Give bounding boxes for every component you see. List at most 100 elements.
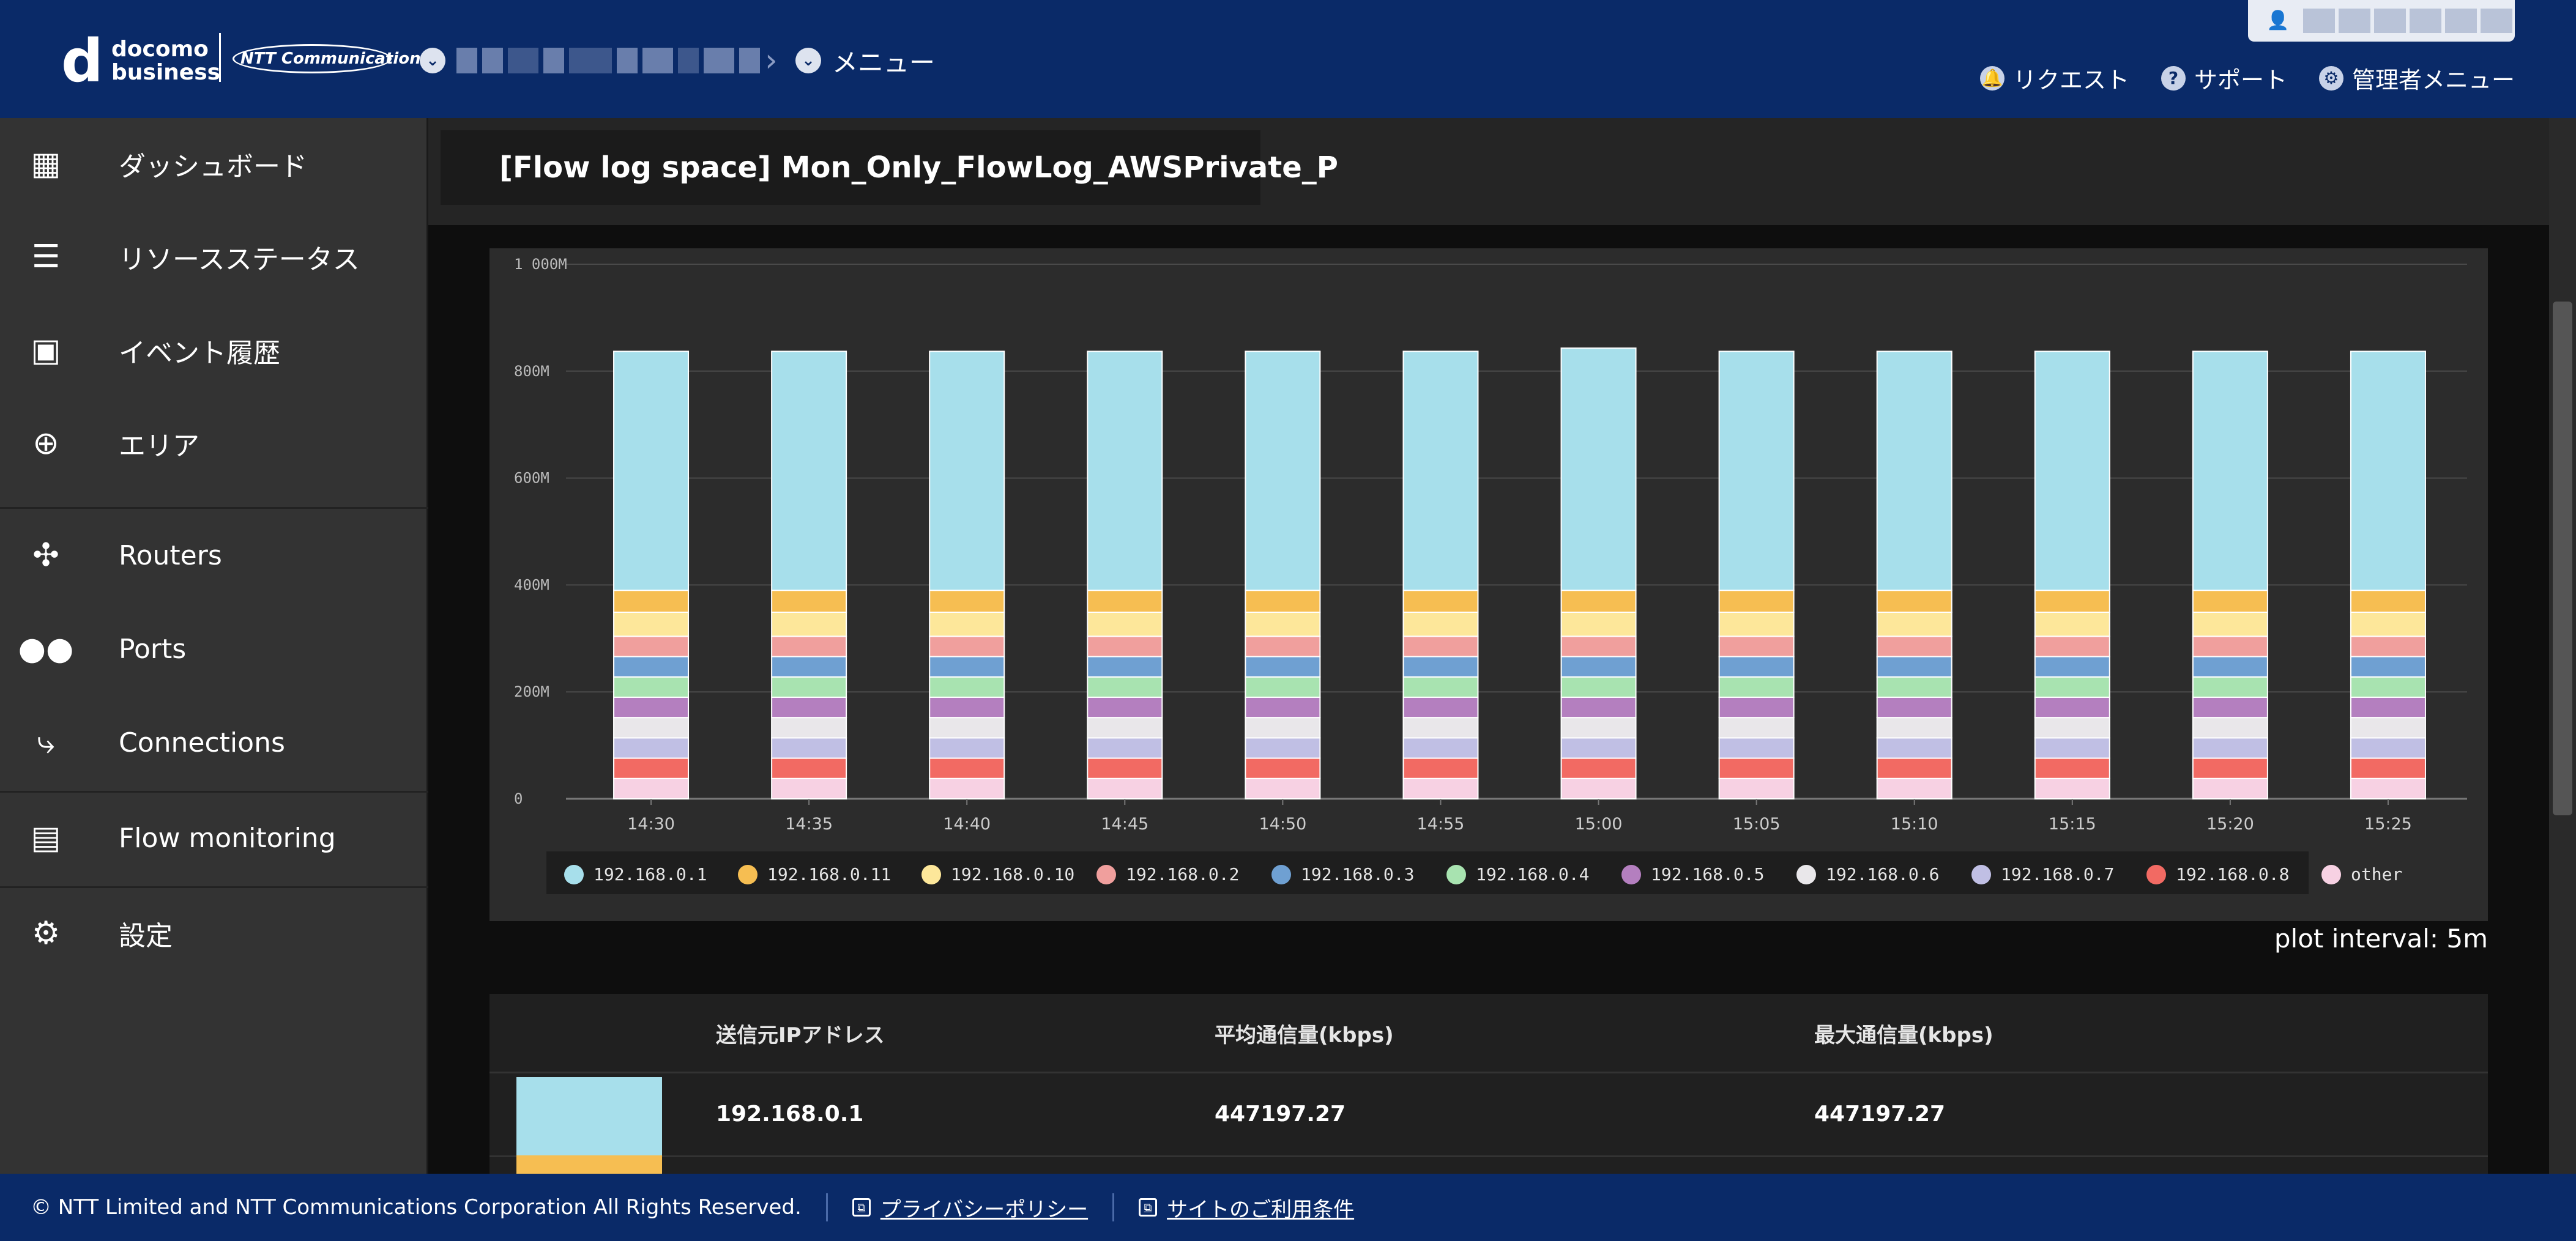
bar-segment (2192, 676, 2268, 698)
bar-segment (2192, 635, 2268, 658)
bar-segment (771, 696, 847, 719)
legend-marker (1446, 865, 1466, 884)
legend-marker (1971, 865, 1991, 884)
sidebar-item-flow-monitoring[interactable]: ▤ Flow monitoring (0, 792, 428, 884)
bar-segment (1560, 611, 1637, 637)
page-title: [Flow log space] Mon_Only_FlowLog_AWSPri… (499, 150, 1338, 185)
logo-wordmark: docomo business (111, 38, 220, 84)
settings-icon: ⚙ (31, 915, 61, 952)
legend-marker (1271, 865, 1291, 884)
router-icon: ✣ (32, 537, 59, 574)
redacted-user-name (2303, 9, 2512, 33)
sidebar-item-label: リソースステータス (119, 244, 360, 275)
legend-marker (1621, 865, 1641, 884)
bar-segment (2350, 590, 2426, 613)
y-tick-label: 800M (514, 363, 549, 380)
x-tick-label: 14:55 (1417, 815, 1465, 834)
bar-segment (2034, 737, 2110, 759)
sidebar-item-connections[interactable]: ⤷ Connections (0, 697, 428, 788)
bar-segment (1087, 777, 1163, 800)
bar-segment (2350, 676, 2426, 698)
legend-label: 192.168.0.11 (767, 864, 891, 884)
docomo-business-logo[interactable]: d docomo business NTT Communications (61, 29, 430, 91)
x-tick-label: 15:25 (2364, 815, 2412, 834)
redacted-tenant-name (456, 48, 760, 73)
y-tick-label: 600M (514, 470, 549, 487)
legend-marker (738, 865, 758, 884)
sidebar-item-routers[interactable]: ✣ Routers (0, 509, 428, 601)
breadcrumb-menu[interactable]: ⌄ メニュー (795, 39, 935, 82)
legend-marker (2146, 865, 2166, 884)
bar-segment (1245, 717, 1321, 739)
x-tick-label: 14:35 (785, 815, 833, 834)
bar-segment (1402, 656, 1479, 678)
legend-marker (2321, 865, 2341, 884)
scrollbar-thumb[interactable] (2553, 302, 2572, 815)
bar-segment (2034, 777, 2110, 800)
privacy-policy-link[interactable]: ⧉ プライバシーポリシー (852, 1193, 1088, 1223)
admin-menu-link[interactable]: ⚙ 管理者メニュー (2318, 61, 2515, 95)
column-header-avg-traffic[interactable]: 平均通信量(kbps) (1215, 1023, 1394, 1048)
bar-segment (2034, 676, 2110, 698)
bar-segment (1087, 635, 1163, 658)
bar-segment (1087, 737, 1163, 759)
bar-segment (771, 737, 847, 759)
bar-segment (1087, 350, 1163, 591)
legend-label: 192.168.0.3 (1301, 864, 1414, 884)
column-header-max-traffic[interactable]: 最大通信量(kbps) (1814, 1023, 1993, 1048)
copyright-text: © NTT Limited and NTT Communications Cor… (31, 1195, 802, 1220)
bar-segment (1718, 590, 1795, 613)
support-label: サポート (2194, 67, 2287, 94)
ntt-logo: NTT Communications (233, 44, 430, 73)
bar-segment (1402, 717, 1479, 739)
ntt-logo-text: NTT Communications (240, 50, 431, 68)
bar-segment (1718, 717, 1795, 739)
header-links: 🔔 リクエスト ? サポート ⚙ 管理者メニュー (1979, 61, 2515, 95)
cell-max-traffic: 447197.27 (1814, 1102, 1946, 1127)
bar-segment (2350, 656, 2426, 678)
bar-segment (1718, 611, 1795, 637)
sidebar-item-settings[interactable]: ⚙ 設定 (0, 887, 428, 979)
bar-segment (2034, 757, 2110, 779)
calendar-icon: ▣ (31, 332, 61, 369)
page-scrollbar[interactable] (2549, 118, 2576, 1174)
bar-segment (1876, 757, 1952, 779)
bar-segment (613, 717, 690, 739)
bar-segment (1718, 777, 1795, 800)
sidebar-item-dashboard[interactable]: ▦ ダッシュボード (0, 118, 428, 210)
bar-segment (771, 757, 847, 779)
x-tick-label: 14:50 (1259, 815, 1306, 834)
bar-segment (1245, 611, 1321, 637)
bar-segment (1876, 676, 1952, 698)
external-link-icon: ⧉ (852, 1198, 871, 1217)
logo-line1: docomo (111, 37, 209, 62)
terms-link[interactable]: ⧉ サイトのご利用条件 (1139, 1193, 1354, 1223)
logo-line2: business (111, 60, 221, 85)
bar-segment (2034, 656, 2110, 678)
sidebar-item-resource-status[interactable]: ☰ リソースステータス (0, 211, 428, 303)
cell-source-ip: 192.168.0.1 (716, 1102, 864, 1127)
bar-segment (1718, 350, 1795, 591)
bar-segment (1560, 737, 1637, 759)
bar-segment (1402, 757, 1479, 779)
bar-segment (2034, 611, 2110, 637)
bar-segment (1087, 611, 1163, 637)
flow-chart-panel: 0 200M 400M 600M 800M 1 000M 14:30 14:35 14:40 14… (490, 248, 2488, 921)
bar-segment (1402, 777, 1479, 800)
bar-segment (613, 656, 690, 678)
support-link[interactable]: ? サポート (2161, 61, 2287, 95)
y-tick-label: 200M (514, 683, 549, 700)
sidebar-item-ports[interactable]: ●● Ports (0, 603, 428, 695)
port-icon: ●● (18, 631, 74, 667)
bar-segment (1245, 635, 1321, 658)
column-header-source-ip[interactable]: 送信元IPアドレス (716, 1023, 885, 1048)
bar-segment (613, 757, 690, 779)
sidebar-item-event-history[interactable]: ▣ イベント履歴 (0, 305, 428, 396)
request-link[interactable]: 🔔 リクエスト (1979, 61, 2129, 95)
breadcrumb-tenant[interactable]: ⌄ (420, 39, 760, 82)
sidebar-item-area[interactable]: ⊕ エリア (0, 398, 428, 489)
bar-segment (1560, 635, 1637, 658)
user-account[interactable]: 👤 (2248, 0, 2515, 42)
x-tick-label: 15:15 (2049, 815, 2096, 834)
bar-segment (1245, 777, 1321, 800)
